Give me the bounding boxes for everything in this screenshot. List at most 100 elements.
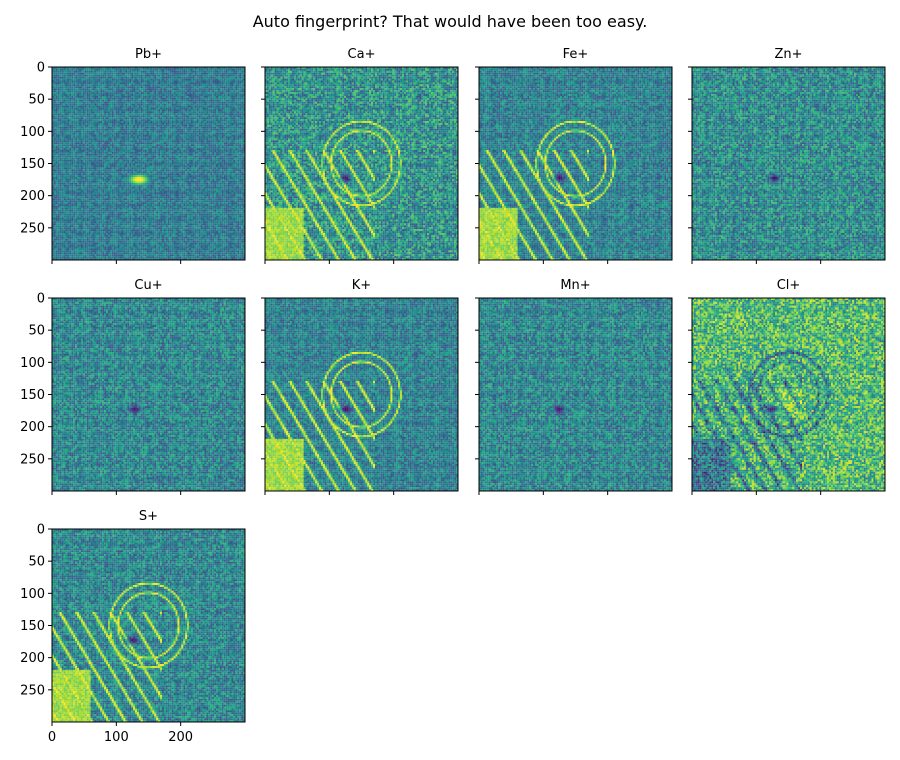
heatmap-cell — [89, 73, 91, 75]
heatmap-cell — [121, 69, 123, 71]
heatmap-cell — [98, 69, 100, 71]
heatmap-cell — [83, 69, 85, 71]
heatmap-cell — [123, 69, 125, 71]
heatmap-cell — [75, 71, 77, 73]
heatmap-cell — [64, 73, 66, 75]
heatmap-cell — [226, 71, 228, 73]
heatmap-cell — [73, 73, 75, 75]
heatmap-cell — [125, 71, 127, 73]
heatmap-cell — [222, 69, 224, 71]
heatmap-cell — [216, 69, 218, 71]
heatmap-cell — [222, 71, 224, 73]
heatmap-cell — [89, 71, 91, 73]
heatmap-cell — [91, 73, 93, 75]
heatmap-cell — [93, 73, 95, 75]
heatmap-cell — [145, 71, 147, 73]
heatmap-cell — [185, 71, 187, 73]
heatmap-cell — [239, 71, 241, 73]
heatmap-cell — [187, 71, 189, 73]
heatmap-cell — [208, 71, 210, 73]
heatmap-cell — [241, 71, 243, 73]
heatmap-cell — [150, 71, 152, 73]
heatmap-cell — [139, 69, 141, 71]
heatmap-cell — [121, 73, 123, 75]
heatmap-cell — [102, 69, 104, 71]
heatmap-cell — [110, 71, 112, 73]
heatmap-cell — [110, 73, 112, 75]
heatmap-cell — [121, 71, 123, 73]
heatmap-cell — [81, 71, 83, 73]
heatmap-cell — [112, 73, 114, 75]
heatmap-cell — [231, 71, 233, 73]
heatmap-cell — [181, 71, 183, 73]
heatmap-cell — [69, 69, 71, 71]
heatmap-cell — [129, 69, 131, 71]
heatmap-cell — [239, 69, 241, 71]
heatmap-cell — [183, 71, 185, 73]
heatmap-cell — [108, 69, 110, 71]
heatmap-cell — [118, 71, 120, 73]
heatmap-cell — [67, 71, 69, 73]
heatmap-cell — [118, 73, 120, 75]
heatmap-cell — [220, 71, 222, 73]
heatmap-cell — [91, 71, 93, 73]
heatmap-cell — [177, 69, 179, 71]
heatmap-cell — [149, 69, 151, 71]
heatmap-cell — [162, 69, 164, 71]
heatmap-cell — [214, 69, 216, 71]
heatmap-cell — [58, 69, 60, 71]
heatmap-cell — [160, 69, 162, 71]
heatmap-cell — [133, 73, 135, 75]
heatmap-cell — [158, 71, 160, 73]
heatmap-cell — [79, 71, 81, 73]
heatmap-cell — [168, 71, 170, 73]
heatmap-cell — [195, 71, 197, 73]
heatmap-cell — [56, 69, 58, 71]
heatmap-cell — [129, 73, 131, 75]
heatmap-cell — [106, 71, 108, 73]
heatmap-cell — [152, 69, 154, 71]
heatmap-cell — [64, 71, 66, 73]
heatmap-cell — [189, 69, 191, 71]
heatmap-cell — [212, 71, 214, 73]
heatmap-cell — [77, 69, 79, 71]
heatmap-cell — [210, 71, 212, 73]
heatmap-cell — [230, 71, 232, 73]
heatmap-cell — [204, 71, 206, 73]
heatmap-cell — [85, 71, 87, 73]
heatmap-image — [52, 67, 245, 260]
heatmap-cell — [147, 71, 149, 73]
heatmap-cell — [143, 73, 145, 75]
heatmap-cell — [100, 73, 102, 75]
heatmap-cell — [120, 69, 122, 71]
heatmap-cell — [147, 73, 149, 75]
heatmap-cell — [150, 73, 152, 75]
heatmap-cell — [231, 69, 233, 71]
heatmap-cell — [85, 69, 87, 71]
heatmap-cell — [179, 69, 181, 71]
heatmap-cell — [145, 73, 147, 75]
heatmap-cell — [176, 69, 178, 71]
heatmap-cell — [208, 69, 210, 71]
heatmap-cell — [133, 71, 135, 73]
heatmap-cell — [71, 69, 73, 71]
heatmap-cell — [233, 69, 235, 71]
heatmap-cell — [210, 69, 212, 71]
heatmap-cell — [156, 69, 158, 71]
heatmap-cell — [127, 73, 129, 75]
heatmap-cell — [79, 69, 81, 71]
heatmap-cell — [81, 73, 83, 75]
heatmap-cell — [214, 71, 216, 73]
heatmap-cell — [143, 69, 145, 71]
heatmap-cell — [94, 69, 96, 71]
heatmap-cell — [191, 69, 193, 71]
heatmap-cell — [94, 71, 96, 73]
heatmap-cell — [177, 71, 179, 73]
heatmap-cell — [241, 69, 243, 71]
heatmap-cell — [116, 71, 118, 73]
heatmap-cell — [168, 69, 170, 71]
heatmap-cell — [137, 73, 139, 75]
heatmap-cell — [139, 71, 141, 73]
